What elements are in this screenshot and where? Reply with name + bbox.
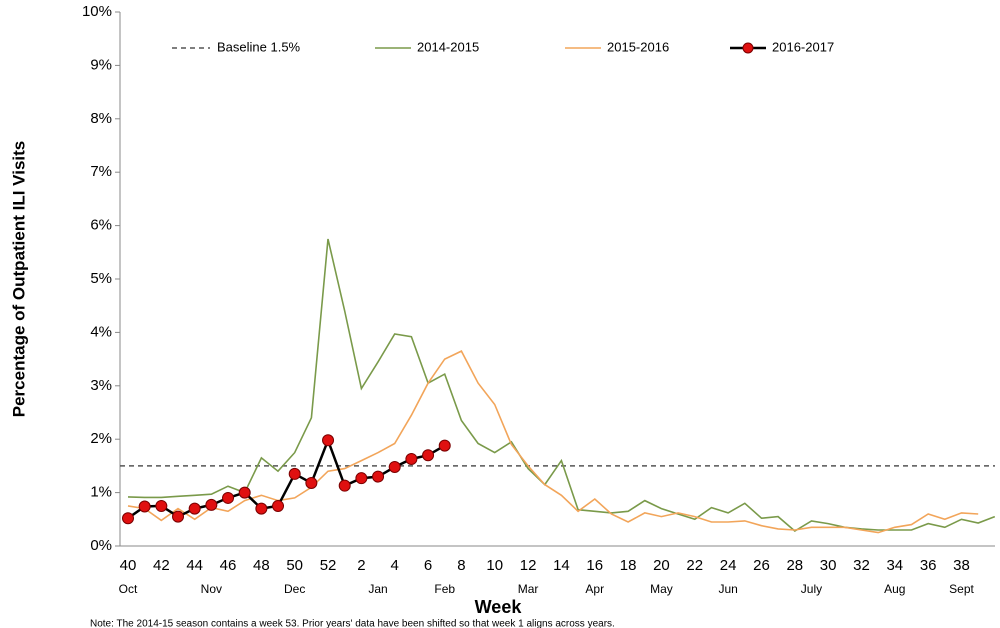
series-marker — [238, 486, 251, 499]
month-label: Nov — [201, 582, 222, 596]
x-tick-label: 14 — [553, 557, 570, 574]
series-marker — [338, 479, 351, 492]
month-label: July — [801, 582, 822, 596]
series-marker — [372, 470, 385, 483]
month-label: May — [650, 582, 673, 596]
series-marker — [155, 499, 168, 512]
legend-label: 2015-2016 — [607, 39, 669, 54]
y-tick-label: 1% — [90, 484, 112, 501]
series-line — [127, 238, 996, 532]
series-marker — [272, 499, 285, 512]
series-marker — [305, 476, 318, 489]
month-label: Oct — [119, 582, 138, 596]
y-tick-label: 9% — [90, 56, 112, 73]
x-tick-label: 46 — [220, 557, 237, 574]
x-tick-label: 32 — [853, 557, 870, 574]
x-tick-label: 24 — [720, 557, 737, 574]
month-label: Jan — [368, 582, 387, 596]
x-tick-label: 50 — [286, 557, 303, 574]
x-tick-label: 52 — [320, 557, 337, 574]
x-tick-label: 38 — [953, 557, 970, 574]
month-label: Aug — [884, 582, 905, 596]
month-label: Jun — [718, 582, 737, 596]
x-tick-label: 2 — [357, 557, 365, 574]
month-label: Feb — [434, 582, 455, 596]
series-marker — [172, 510, 185, 523]
legend-label: 2016-2017 — [772, 39, 834, 54]
month-label: Sept — [949, 582, 974, 596]
x-tick-label: 34 — [886, 557, 903, 574]
series-marker — [138, 500, 151, 513]
x-tick-label: 42 — [153, 557, 170, 574]
x-tick-label: 22 — [686, 557, 703, 574]
x-tick-label: 16 — [586, 557, 603, 574]
x-tick-label: 30 — [820, 557, 837, 574]
x-tick-label: 18 — [620, 557, 637, 574]
month-label: Apr — [585, 582, 604, 596]
x-tick-label: 6 — [424, 557, 432, 574]
y-tick-label: 2% — [90, 430, 112, 447]
series-marker — [288, 467, 301, 480]
y-tick-label: 4% — [90, 323, 112, 340]
series-marker — [388, 460, 401, 473]
series-marker — [222, 491, 235, 504]
legend-marker — [742, 42, 754, 54]
series-marker — [422, 449, 435, 462]
x-tick-label: 10 — [486, 557, 503, 574]
y-tick-label: 7% — [90, 163, 112, 180]
x-tick-label: 4 — [391, 557, 399, 574]
y-axis-label: Percentage of Outpatient ILI Visits — [9, 141, 28, 417]
x-axis-label: Week — [475, 597, 523, 617]
series-marker — [438, 439, 451, 452]
x-tick-label: 8 — [457, 557, 465, 574]
x-tick-label: 12 — [520, 557, 537, 574]
month-label: Dec — [284, 582, 305, 596]
x-tick-label: 48 — [253, 557, 270, 574]
y-tick-label: 10% — [82, 3, 112, 20]
series-marker — [255, 502, 268, 515]
series-marker — [322, 434, 335, 447]
y-tick-label: 5% — [90, 270, 112, 287]
x-tick-label: 28 — [786, 557, 803, 574]
y-tick-label: 0% — [90, 537, 112, 554]
series-marker — [355, 472, 368, 485]
y-tick-label: 3% — [90, 377, 112, 394]
x-tick-label: 26 — [753, 557, 770, 574]
series-line — [127, 436, 446, 520]
legend-label: Baseline 1.5% — [217, 39, 301, 54]
x-tick-label: 20 — [653, 557, 670, 574]
x-tick-label: 36 — [920, 557, 937, 574]
y-tick-label: 8% — [90, 110, 112, 127]
series-line — [127, 350, 979, 534]
series-marker — [188, 502, 201, 515]
series-marker — [122, 512, 134, 525]
series-marker — [205, 498, 218, 511]
x-tick-label: 44 — [186, 557, 203, 574]
legend-label: 2014-2015 — [417, 39, 479, 54]
note: Note: The 2014-15 season contains a week… — [90, 619, 615, 628]
series-marker — [405, 452, 418, 465]
x-tick-label: 40 — [120, 557, 137, 574]
y-tick-label: 6% — [90, 217, 112, 234]
month-label: Mar — [518, 582, 539, 596]
